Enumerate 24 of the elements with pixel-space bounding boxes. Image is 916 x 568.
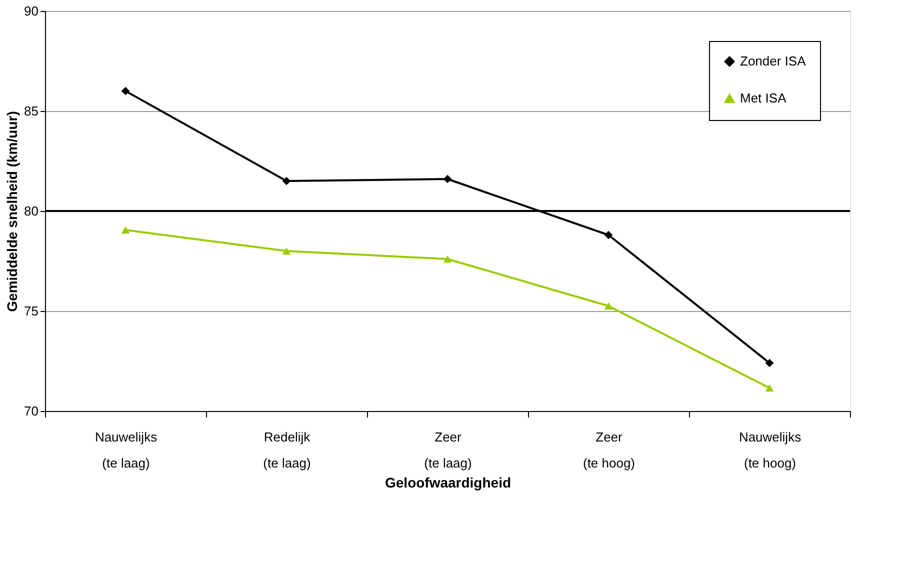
x-tick-label: Nauwelijks (te hoog) [738,430,802,470]
x-tick-label: Zeer (te laag) [424,430,472,470]
point [604,230,613,240]
y-tick-label: 90 [24,4,38,18]
x-tick-label: Zeer (te hoog) [582,430,636,470]
point [121,86,130,96]
point [604,302,613,310]
x-tick-label: Nauwelijks (te laag) [94,430,158,470]
y-axis-title: Gemiddelde snelheid (km/uur) [4,111,20,312]
legend-label: Zonder ISA [740,54,806,68]
point [765,384,774,392]
legend-label: Met ISA [740,90,787,106]
x-axis-title: Geloofwaardigheid [384,474,512,490]
point [282,247,291,255]
x-tick-label: Redelijk (te laag) [263,430,311,470]
y-tick-label: 80 [24,204,38,218]
point [765,358,774,368]
point [443,255,452,263]
y-tick-label: 75 [24,304,38,318]
point [121,226,130,234]
point [282,176,291,186]
point [443,174,452,184]
y-tick-label: 70 [24,404,38,418]
y-tick-label: 85 [24,104,38,118]
